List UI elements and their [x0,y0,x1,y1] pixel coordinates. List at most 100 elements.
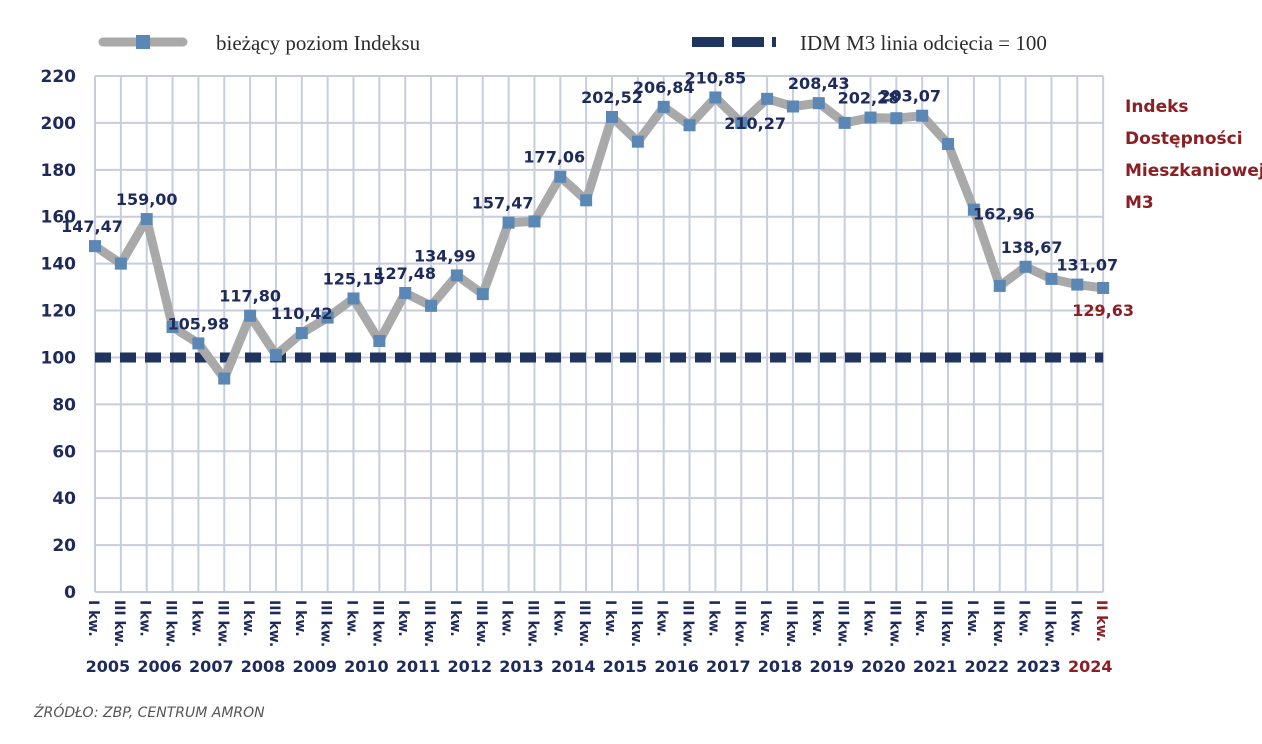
x-quarter-label: I kw. [292,600,308,637]
x-year-label: 2015 [603,657,648,676]
x-quarter-label: I kw. [861,600,877,637]
x-year-label: 2013 [499,657,544,676]
x-year-label: 2005 [86,657,131,676]
x-quarter-label: I kw. [550,600,566,637]
x-quarter-label: III kw. [266,600,282,647]
data-point [1071,278,1084,291]
data-label: 159,00 [116,190,178,209]
x-quarter-label: III kw. [938,600,954,647]
data-label: 117,80 [219,287,281,306]
data-label: 202,28 [838,89,900,108]
data-point [347,292,360,305]
x-year-label: 2019 [809,657,854,676]
y-tick-label: 20 [52,536,76,556]
x-quarter-label: III kw. [369,600,385,647]
x-year-label: 2008 [241,657,286,676]
data-point [269,349,282,362]
x-year-label: 2022 [965,657,1010,676]
data-point [631,135,644,148]
x-quarter-label: II kw. [1093,600,1109,642]
data-point [916,109,929,122]
x-quarter-label: III kw. [990,600,1006,647]
data-label: 206,84 [633,78,695,97]
data-label: 210,27 [724,114,786,133]
x-year-label: 2016 [654,657,699,676]
x-year-label: 2018 [758,657,803,676]
data-label: 110,42 [271,304,333,323]
x-quarter-label: I kw. [809,600,825,637]
x-quarter-label: III kw. [1041,600,1057,647]
y-tick-label: 160 [41,208,77,228]
data-label: 127,48 [374,264,436,283]
x-year-label: 2007 [189,657,234,676]
data-point [761,92,774,105]
x-quarter-label: I kw. [395,600,411,637]
data-label: 125,15 [323,269,385,288]
data-point [735,116,748,129]
y-tick-label: 100 [41,348,77,368]
x-quarter-label: III kw. [421,600,437,647]
y-tick-label: 220 [41,67,77,87]
y-axis: 0 20 40 60 80 100 120 140 160 180 200 220 [41,67,77,603]
chart-title-line: Indeks [1125,97,1189,117]
x-quarter-label: III kw. [214,600,230,647]
x-quarter-label: III kw. [835,600,851,647]
data-point [166,320,179,333]
x-quarter-label: I kw. [912,600,928,637]
data-label: 177,06 [523,148,585,167]
x-quarter-label: I kw. [1016,600,1032,637]
x-quarter-label: I kw. [447,600,463,637]
data-point [321,311,334,324]
data-point [89,240,101,253]
data-label: 105,98 [168,314,230,333]
chart-title-line: Dostępności [1125,129,1243,149]
data-point [399,287,412,300]
x-year-label: 2017 [706,657,751,676]
data-label: 210,85 [685,68,747,87]
x-quarter-label: I kw. [499,600,515,637]
data-label: 162,96 [973,205,1035,224]
x-year-label: 2010 [344,657,389,676]
data-point [786,100,799,113]
x-quarter-label: I kw. [602,600,618,637]
x-quarter-label: III kw. [576,600,592,647]
chart-title: Indeks Dostępności Mieszkaniowej M3 [1125,97,1262,213]
x-quarter-label: III kw. [111,600,127,647]
x-year-label: 2014 [551,657,596,676]
data-point [373,335,386,348]
data-label: 157,47 [472,194,534,213]
x-year-label: 2020 [861,657,906,676]
data-point [683,119,696,132]
data-point [942,138,955,151]
source-note: ŹRÓDŁO: ZBP, CENTRUM AMRON [33,703,265,721]
x-quarter-label: I kw. [654,600,670,637]
data-point [450,269,463,282]
data-point [812,97,825,110]
y-tick-label: 180 [41,161,77,181]
data-label: 203,07 [879,87,941,106]
x-quarter-label: I kw. [344,600,360,637]
y-tick-label: 80 [52,395,76,415]
x-quarter-label: I kw. [964,600,980,637]
data-point [140,213,153,226]
x-quarter-label: III kw. [886,600,902,647]
x-quarter-label: I kw. [1067,600,1083,637]
x-year-label: 2012 [448,657,493,676]
data-point [709,91,722,104]
y-tick-label: 40 [52,489,76,509]
data-label: 131,07 [1056,256,1118,275]
data-point [476,288,489,301]
grid [94,75,1105,593]
x-quarter-label: III kw. [731,600,747,647]
data-point [295,327,308,340]
data-point [606,110,618,123]
data-point [528,215,541,228]
data-label: 147,47 [61,217,123,236]
data-point [864,111,877,124]
data-point [1097,281,1110,294]
data-label: 129,63 [1072,301,1134,320]
x-quarter-label: I kw. [757,600,773,637]
legend-cutoff-label: IDM M3 linia odcięcia = 100 [800,31,1047,55]
